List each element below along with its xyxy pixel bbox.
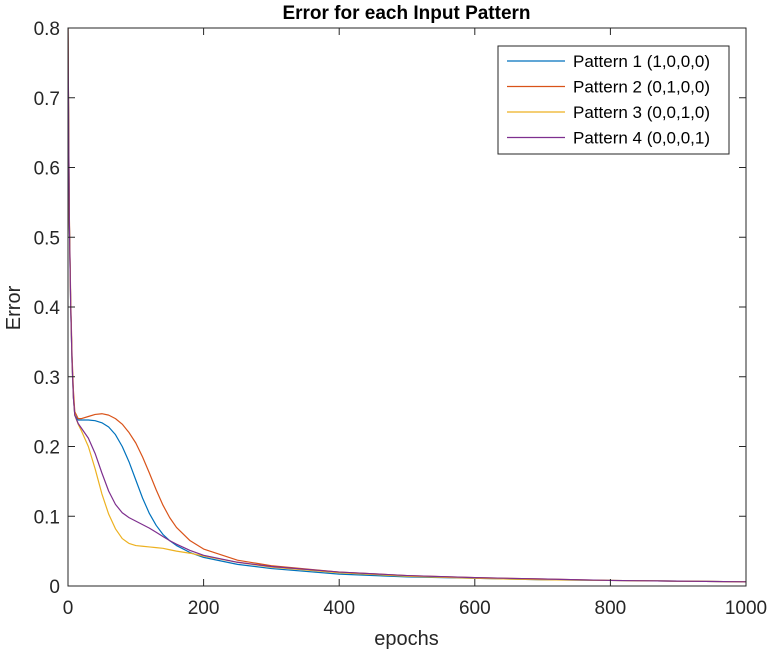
legend-label-pattern-1: Pattern 1 (1,0,0,0) [573,52,710,71]
x-tick-label: 400 [323,598,355,619]
y-tick-label: 0 [49,577,60,598]
y-tick-label: 0.6 [34,159,60,180]
chart-title: Error for each Input Pattern [282,3,530,24]
y-tick-label: 0.5 [34,228,60,249]
y-tick-label: 0.7 [34,89,60,110]
x-tick-label: 200 [188,598,220,619]
series-lines [68,28,746,583]
axis-ticks: 0 200 400 600 800 1000 0 0.1 0.2 0.3 0.4 0.5 0.6 0.7 0… [34,19,768,619]
x-tick-label: 1000 [725,598,767,619]
y-axis-label: Error [3,285,25,330]
series-line-pattern-4 [68,28,746,583]
x-tick-label: 800 [595,598,627,619]
legend-label-pattern-2: Pattern 2 (0,1,0,0) [573,78,710,97]
x-axis-label: epochs [374,628,439,650]
legend-label-pattern-4: Pattern 4 (0,0,0,1) [573,129,710,148]
y-tick-label: 0.3 [34,368,60,389]
legend-label-pattern-3: Pattern 3 (0,0,1,0) [573,103,710,122]
x-tick-label: 600 [459,598,491,619]
x-tick-label: 0 [63,598,74,619]
y-tick-label: 0.4 [34,298,61,319]
legend-box [497,45,730,155]
y-tick-label: 0.2 [34,438,60,459]
y-tick-label: 0.1 [34,507,60,528]
y-tick-label: 0.8 [34,19,60,40]
legend: Pattern 1 (1,0,0,0) Pattern 2 (0,1,0,0) Pa… [497,45,730,155]
